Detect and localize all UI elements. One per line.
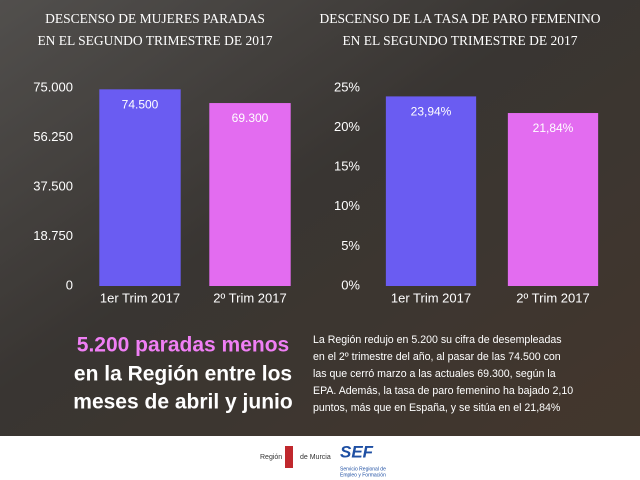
value-label: 23,94% (411, 105, 452, 119)
logo-crest (285, 446, 293, 468)
y-tick-label: 0% (341, 277, 360, 292)
chart-title: EN EL SEGUNDO TRIMESTRE DE 2017 (342, 33, 577, 48)
logo-text: Empleo y Formación (340, 472, 386, 478)
value-label: 74.500 (122, 97, 159, 111)
bar (385, 96, 477, 286)
body-line: puntos, más que en España, y se sitúa en… (313, 402, 561, 414)
y-tick-label: 25% (334, 79, 360, 94)
bar (507, 113, 599, 287)
x-tick-label: 1er Trim 2017 (391, 290, 471, 305)
y-tick-label: 18.750 (33, 228, 73, 243)
value-label: 69.300 (232, 111, 269, 125)
y-tick-label: 5% (341, 238, 360, 253)
y-tick-label: 75.000 (33, 79, 73, 94)
body-line: las que cerró marzo a las actuales 69.30… (313, 368, 556, 380)
y-tick-label: 0 (66, 277, 73, 292)
y-tick-label: 15% (334, 159, 360, 174)
body-line: La Región redujo en 5.200 su cifra de de… (313, 334, 562, 346)
headline-line: meses de abril y junio (73, 391, 292, 414)
y-tick-label: 56.250 (33, 129, 73, 144)
chart-title: EN EL SEGUNDO TRIMESTRE DE 2017 (37, 33, 272, 48)
bar (209, 103, 291, 286)
body-text: La Región redujo en 5.200 su cifra de de… (313, 334, 573, 414)
y-tick-label: 20% (334, 119, 360, 134)
chart-title: DESCENSO DE LA TASA DE PARO FEMENINO (320, 11, 601, 26)
headline-line: 5.200 paradas menos (77, 334, 289, 357)
y-tick-label: 10% (334, 198, 360, 213)
logo-text: Servicio Regional de (340, 466, 386, 472)
bar (99, 89, 181, 286)
logo-sef: SEF (340, 442, 374, 461)
body-line: EPA. Además, la tasa de paro femenino ha… (313, 385, 573, 397)
logo-text: de Murcia (300, 454, 331, 461)
footer-band (0, 436, 640, 480)
logo-text: Región (260, 454, 282, 461)
x-tick-label: 2º Trim 2017 (213, 290, 286, 305)
x-tick-label: 2º Trim 2017 (516, 290, 589, 305)
y-tick-label: 37.500 (33, 178, 73, 193)
chart-title: DESCENSO DE MUJERES PARADAS (45, 11, 265, 26)
value-label: 21,84% (533, 121, 574, 135)
x-tick-label: 1er Trim 2017 (100, 290, 180, 305)
footer-logos: Región de Murcia SEF Servicio Regional d… (260, 442, 386, 478)
headline: 5.200 paradas menos en la Región entre l… (73, 334, 292, 414)
headline-line: en la Región entre los (74, 363, 292, 386)
body-line: en el 2º trimestre del año, al pasar de … (313, 351, 561, 363)
